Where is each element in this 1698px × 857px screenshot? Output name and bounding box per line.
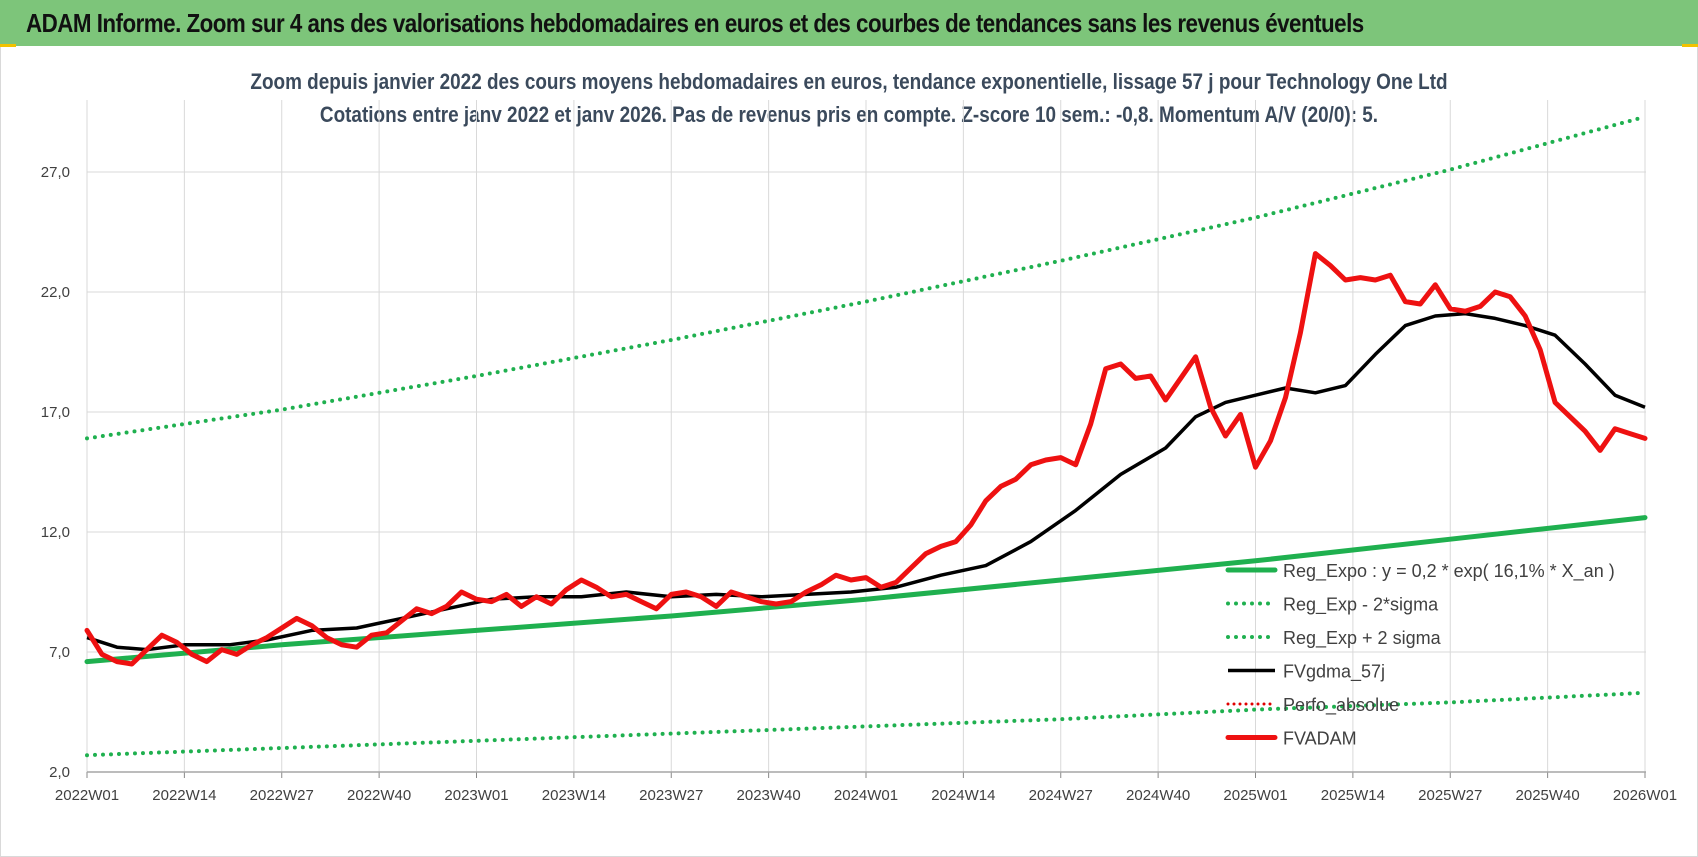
x-tick-label: 2026W01 [1613,787,1677,804]
legend: Reg_Expo : y = 0,2 * exp( 16,1% * X_an )… [1225,561,1615,749]
legend-label: Reg_Exp + 2 sigma [1283,628,1442,649]
legend-label: FVgdma_57j [1283,662,1385,683]
chart-subtitle: Cotations entre janv 2022 et janv 2026. … [319,102,1379,127]
x-tick-label: 2022W40 [347,787,411,804]
x-tick-label: 2022W27 [250,787,314,804]
x-tick-label: 2023W01 [444,787,508,804]
series-line-fvgdma-57j [86,311,1646,652]
series-line-reg-exp-2-sigma [85,114,1647,441]
x-tick-label: 2024W40 [1126,787,1190,804]
x-tick-label: 2022W14 [152,787,216,804]
y-tick-label: 2,0 [49,764,70,781]
axes: 2,0 7,0 12,0 17,0 22,0 27,0 2022W01 2022W14 2022… [41,164,1677,804]
legend-label: Reg_Expo : y = 0,2 * exp( 16,1% * X_an ) [1283,561,1615,582]
x-tick-label: 2024W14 [931,787,995,804]
banner-title: ADAM Informe. Zoom sur 4 ans des valoris… [26,8,1364,38]
x-tick-label: 2023W27 [639,787,703,804]
x-tick-label: 2022W01 [55,787,119,804]
x-tick-label: 2025W01 [1223,787,1287,804]
y-tick-label: 17,0 [41,404,70,421]
y-tick-label: 22,0 [41,284,70,301]
x-tick-label: 2025W27 [1418,787,1482,804]
y-tick-label: 7,0 [49,644,70,661]
x-tick-label: 2025W40 [1516,787,1580,804]
x-tick-label: 2023W40 [737,787,801,804]
legend-label: FVADAM [1283,729,1357,749]
x-tick-label: 2023W14 [542,787,606,804]
series-line-fvadam [84,251,1648,667]
series-line-reg-expo-y-0-2-exp-16-1-x-an [84,515,1648,665]
y-tick-label: 12,0 [41,524,70,541]
corner-mark [1682,44,1698,47]
title-banner: ADAM Informe. Zoom sur 4 ans des valoris… [0,0,1698,46]
series-layer [84,114,1648,758]
x-tick-label: 2025W14 [1321,787,1385,804]
corner-mark [0,44,16,47]
x-tick-label: 2024W01 [834,787,898,804]
grid [86,100,1646,772]
legend-label: Reg_Exp - 2*sigma [1283,595,1439,616]
legend-label: Perfo_absolue [1283,695,1399,716]
chart-title: Zoom depuis janvier 2022 des cours moyen… [250,69,1448,94]
y-tick-label: 27,0 [41,164,70,181]
x-tick-label: 2024W27 [1029,787,1093,804]
